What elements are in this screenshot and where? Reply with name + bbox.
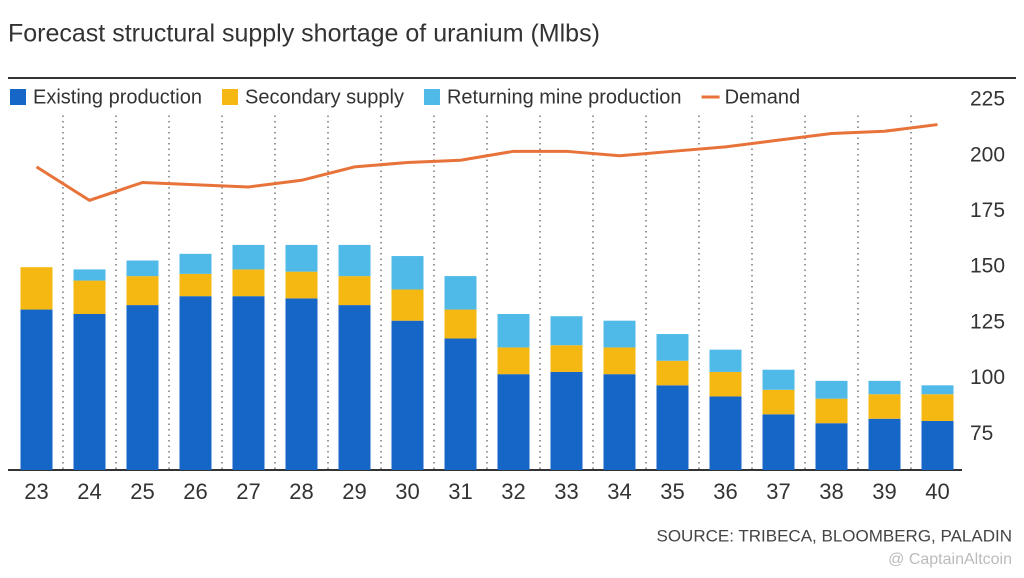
bar-segment [338,305,371,470]
bar-segment [179,253,212,274]
bar-segment [391,256,424,290]
x-tick-label: 40 [925,479,949,504]
legend-label: Secondary supply [245,86,404,108]
bar-segment [73,314,106,470]
bar-segment [603,347,636,375]
bar-segment [126,260,159,277]
legend-swatch [10,89,26,105]
bar-segment [762,389,795,415]
x-tick-label: 37 [766,479,790,504]
bar-segment [232,244,265,270]
x-tick-label: 32 [501,479,525,504]
bar-segment [815,423,848,470]
legend-label: Returning mine production [447,86,682,108]
bar-segment [497,374,530,470]
y-tick-label: 175 [970,199,1005,222]
bar-segment [709,396,742,470]
legend-label: Existing production [33,86,202,108]
legend-swatch [221,89,238,105]
bar-segment [179,296,212,470]
bar-segment [444,276,477,310]
bar-segment [709,349,742,372]
bar-segment [285,271,318,299]
bar-segment [709,371,742,397]
bar-segment [550,316,583,346]
x-tick-label: 28 [289,479,313,504]
bar-segment [815,380,848,399]
bar-segment [232,296,265,470]
bar-segment [338,244,371,277]
bar-segment [338,276,371,306]
bar-segment [391,320,424,470]
x-tick-label: 30 [395,479,419,504]
x-tick-label: 27 [236,479,260,504]
legend-background [8,84,928,112]
y-tick-label: 100 [970,366,1005,389]
chart-title: Forecast structural supply shortage of u… [8,20,600,48]
bar-segment [179,273,212,297]
watermark: @ CaptainAltcoin [888,551,1012,568]
bar-segment [391,289,424,321]
bar-segment [20,267,53,310]
bar-segment [550,371,583,470]
bar-segment [868,418,901,470]
bar-segment [868,394,901,419]
y-tick-label: 150 [970,255,1005,278]
x-tick-label: 29 [342,479,366,504]
x-tick-label: 23 [24,479,48,504]
bar-segment [73,280,106,314]
bar-segment [497,347,530,375]
bar-segment [762,414,795,470]
bar-segment [603,374,636,470]
bar-segment [497,314,530,348]
bar-segment [550,345,583,372]
bar-segment [232,269,265,297]
source-note: SOURCE: TRIBECA, BLOOMBERG, PALADIN [656,526,1012,545]
bar-segment [921,420,954,470]
bar-segment [868,380,901,395]
x-tick-label: 24 [77,479,101,504]
x-tick-label: 33 [554,479,578,504]
bar-segment [444,309,477,339]
legend-label: Demand [725,86,801,108]
bar-segment [921,394,954,421]
x-tick-label: 31 [448,479,472,504]
bar-segment [921,385,954,395]
y-tick-label: 75 [970,422,993,445]
bar-segment [126,305,159,470]
x-tick-label: 38 [819,479,843,504]
bar-segment [815,398,848,424]
y-tick-label: 200 [970,143,1005,166]
legend-swatch [423,89,440,105]
bar-segment [73,269,106,281]
x-tick-label: 25 [130,479,154,504]
x-tick-label: 35 [660,479,684,504]
bar-segment [656,385,689,470]
x-tick-label: 26 [183,479,207,504]
y-tick-label: 125 [970,310,1005,333]
bar-segment [126,276,159,306]
bar-segment [656,360,689,386]
bar-segment [285,244,318,272]
x-tick-label: 39 [872,479,896,504]
bar-segment [285,298,318,470]
demand-line [35,123,938,202]
bar-segment [656,334,689,361]
x-tick-label: 36 [713,479,737,504]
y-tick-label: 225 [970,88,1005,111]
bar-segment [762,369,795,390]
x-tick-label: 34 [607,479,631,504]
bar-segment [444,338,477,470]
bar-segment [20,309,53,470]
bar-segment [603,320,636,348]
